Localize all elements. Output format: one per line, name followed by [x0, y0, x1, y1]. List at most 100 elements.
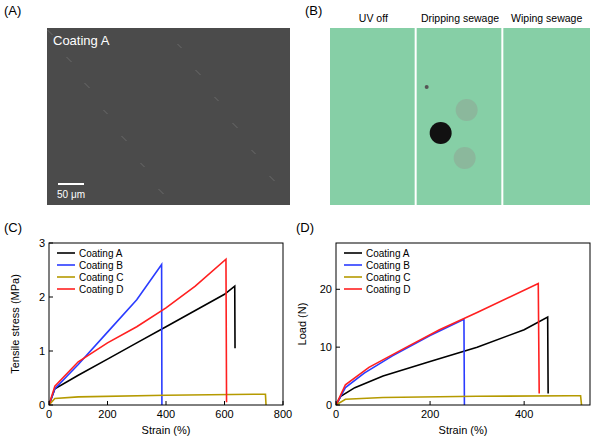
- photo-frame: [503, 28, 590, 205]
- y-tick-label: 1: [39, 345, 45, 357]
- y-tick: [336, 347, 340, 348]
- y-tick-label: 3: [39, 237, 45, 249]
- sem-texture: [233, 124, 235, 125]
- sem-texture: [48, 31, 50, 32]
- sem-texture: [106, 113, 108, 114]
- legend-swatch: [57, 276, 75, 278]
- legend-label: Coating A: [366, 248, 410, 259]
- series-line: [49, 259, 227, 405]
- sem-texture: [123, 138, 125, 139]
- x-tick: [283, 401, 284, 405]
- sem-texture: [70, 61, 72, 62]
- sem-texture: [67, 58, 69, 59]
- sem-texture: [124, 139, 126, 140]
- sem-texture: [199, 74, 201, 75]
- y-tick: [49, 297, 53, 298]
- sem-texture: [217, 100, 219, 101]
- legend-swatch: [344, 276, 362, 278]
- plot-frame: [49, 243, 283, 405]
- series-line: [336, 317, 548, 405]
- series-line: [336, 396, 582, 405]
- sem-texture: [158, 189, 160, 190]
- sem-texture: [162, 193, 164, 194]
- sem-texture: [66, 57, 68, 58]
- sem-texture: [178, 45, 180, 46]
- legend-swatch: [344, 264, 362, 266]
- y-axis-title: Tensile stress (MPa): [9, 274, 21, 374]
- y-tick: [49, 351, 53, 352]
- sem-texture: [236, 127, 238, 128]
- sem-texture: [235, 126, 237, 127]
- legend-label: Coating D: [366, 284, 410, 295]
- legend-swatch: [344, 288, 362, 290]
- sem-texture: [69, 60, 71, 61]
- sem-texture: [125, 140, 127, 141]
- x-tick-label: 0: [46, 408, 52, 420]
- sem-texture: [215, 98, 217, 99]
- y-tick-label: 2: [39, 291, 45, 303]
- legend-swatch: [344, 252, 362, 254]
- sem-texture: [103, 110, 105, 111]
- sem-texture: [270, 177, 272, 178]
- legend-swatch: [57, 252, 75, 254]
- plot-frame: [336, 243, 590, 405]
- sewage-speck: [425, 85, 429, 89]
- y-tick-label: 20: [320, 283, 332, 295]
- sem-texture: [253, 152, 255, 153]
- photo-caption: Dripping sewage: [421, 12, 499, 24]
- sem-texture: [198, 73, 200, 74]
- sewage-trace: [456, 99, 478, 121]
- x-tick-label: 200: [98, 408, 116, 420]
- sem-texture: [159, 190, 161, 191]
- y-tick: [49, 405, 53, 406]
- x-tick: [49, 401, 50, 405]
- scale-bar: [58, 183, 84, 185]
- x-tick-label: 400: [515, 408, 533, 420]
- panel-letter: (A): [4, 3, 21, 18]
- sem-texture: [273, 180, 275, 181]
- x-tick: [524, 401, 525, 405]
- series-line: [49, 286, 235, 405]
- sem-texture: [141, 164, 143, 165]
- photo-caption: UV off: [359, 12, 388, 24]
- series-line: [49, 394, 266, 405]
- scale-bar-label: 50 μm: [57, 189, 85, 200]
- x-tick-label: 800: [274, 408, 292, 420]
- legend-label: Coating B: [79, 260, 123, 271]
- sem-texture: [234, 125, 236, 126]
- legend-label: Coating C: [366, 272, 410, 283]
- x-axis-title: Strain (%): [439, 424, 488, 436]
- sem-texture: [142, 165, 144, 166]
- sem-texture: [87, 86, 89, 87]
- sem-texture: [252, 151, 254, 152]
- series-line: [49, 265, 162, 405]
- y-axis-title: Load (N): [296, 303, 308, 346]
- image-label: Coating A: [53, 33, 110, 48]
- sem-texture: [214, 97, 216, 98]
- y-tick-label: 0: [39, 399, 45, 411]
- x-tick-label: 400: [157, 408, 175, 420]
- sem-texture: [196, 71, 198, 72]
- photo-frame: [330, 28, 415, 205]
- sem-texture: [195, 70, 197, 71]
- sem-texture: [216, 99, 218, 100]
- sem-texture: [232, 123, 234, 124]
- sem-texture: [88, 87, 90, 88]
- series-line: [336, 284, 539, 406]
- sem-texture: [47, 30, 49, 31]
- x-tick: [107, 401, 108, 405]
- sem-texture: [122, 137, 124, 138]
- sem-texture: [85, 84, 87, 85]
- sem-texture: [140, 163, 142, 164]
- sem-texture: [86, 85, 88, 86]
- y-tick: [49, 243, 53, 244]
- sem-image: [47, 28, 290, 205]
- sem-texture: [269, 176, 271, 177]
- y-tick-label: 0: [326, 399, 332, 411]
- legend-swatch: [57, 264, 75, 266]
- legend-label: Coating D: [79, 284, 123, 295]
- sem-texture: [68, 59, 70, 60]
- sem-texture: [50, 33, 52, 34]
- sewage-drop: [430, 122, 452, 144]
- legend-label: Coating B: [366, 260, 410, 271]
